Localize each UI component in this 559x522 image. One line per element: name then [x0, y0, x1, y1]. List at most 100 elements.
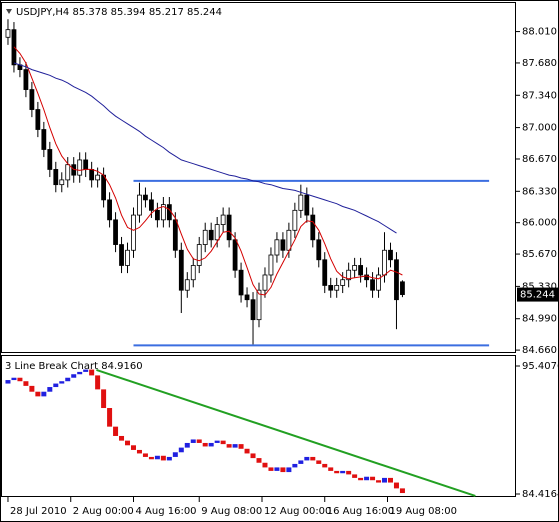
brick [77, 371, 83, 375]
brick [113, 426, 119, 436]
brick [364, 476, 370, 481]
candle-body [220, 214, 226, 225]
y-tick-label: 86.670 [522, 154, 557, 165]
candle-body [244, 294, 250, 301]
x-tick-label: 28 Jul 2010 [10, 506, 67, 517]
panel-title: 3 Line Break Chart 84.9160 [5, 361, 143, 372]
y-tick-label: 84.990 [522, 314, 557, 325]
candle-body [286, 229, 292, 251]
candle-body [196, 244, 202, 266]
y-tick-label: 85.670 [522, 249, 557, 260]
candle-body [143, 194, 148, 201]
candle-body [29, 89, 35, 110]
candle-body [65, 164, 71, 181]
candle-body [53, 169, 59, 186]
brick [65, 377, 71, 382]
candle-body [95, 174, 101, 181]
candle-body [322, 259, 328, 286]
x-tick-label: 12 Aug 00:00 [264, 506, 331, 517]
candle-body [382, 249, 387, 276]
candle-body [274, 239, 280, 256]
brick [376, 480, 382, 483]
brick [5, 380, 11, 384]
brick [328, 467, 334, 471]
candle-body [250, 299, 256, 321]
brick [393, 482, 399, 489]
brick [184, 442, 190, 448]
x-tick-label: 19 Aug 08:00 [390, 506, 457, 517]
brick [316, 460, 322, 464]
brick [292, 463, 298, 468]
candle-body [113, 219, 118, 245]
brick [89, 369, 95, 376]
candle-body [59, 179, 65, 186]
brick [262, 462, 268, 468]
candle-body [35, 109, 41, 130]
brick [310, 456, 316, 461]
candle-body [364, 274, 369, 281]
x-tick-label: 9 Aug 08:00 [201, 506, 262, 517]
y-tick-label: 84.4164 [522, 489, 559, 500]
candle-body [178, 249, 184, 291]
brick [202, 442, 208, 447]
candle-body [310, 214, 316, 241]
current-price-box [517, 287, 558, 302]
current-price-label: 85.244 [520, 290, 555, 301]
candle-body [346, 269, 352, 281]
y-tick-label: 87.340 [522, 90, 557, 101]
brick [130, 445, 136, 450]
candle-body [23, 69, 29, 90]
brick [226, 444, 232, 448]
candle-body [280, 239, 286, 251]
y-tick-label: 87.680 [522, 58, 557, 69]
candle-body [262, 274, 268, 291]
candle-body [184, 279, 190, 291]
candle-body [328, 285, 334, 291]
brick [23, 381, 29, 386]
y-tick-label: 85.330 [522, 281, 557, 292]
candle-body [394, 259, 399, 301]
brick [95, 375, 101, 390]
brick [142, 453, 148, 457]
candle-body [352, 265, 358, 271]
brick [274, 467, 280, 471]
brick [399, 488, 405, 494]
brick [107, 408, 113, 427]
brick [160, 455, 166, 461]
moving-average [13, 46, 403, 296]
y-tick-label: 95.4076 [522, 361, 559, 372]
brick [154, 455, 160, 460]
brick [119, 435, 125, 441]
symbol-icon [6, 9, 12, 14]
candle-body [316, 239, 322, 261]
candle-body [131, 214, 136, 251]
brick [178, 447, 184, 453]
brick [322, 463, 328, 468]
brick [190, 439, 196, 443]
brick [136, 449, 142, 454]
brick [125, 440, 131, 446]
brick [280, 467, 286, 473]
candle-body [41, 129, 47, 150]
brick [298, 460, 304, 464]
brick [41, 391, 47, 397]
y-tick-label: 84.660 [522, 345, 557, 356]
brick [220, 440, 226, 445]
brick [208, 442, 214, 447]
candle-body [232, 239, 238, 271]
x-tick-label: 2 Aug 00:00 [73, 506, 134, 517]
candle-body [298, 194, 304, 211]
moving-average [13, 62, 397, 234]
brick [172, 452, 178, 457]
candle-body [256, 289, 262, 321]
candle-body [214, 224, 220, 241]
candle-body [226, 214, 232, 241]
brick [35, 391, 41, 397]
sub-panel [1, 355, 516, 497]
brick [244, 448, 250, 454]
brick [101, 389, 107, 409]
candle-body [107, 199, 112, 221]
brick [214, 440, 220, 443]
brick [47, 387, 53, 392]
candle-body [370, 279, 375, 291]
